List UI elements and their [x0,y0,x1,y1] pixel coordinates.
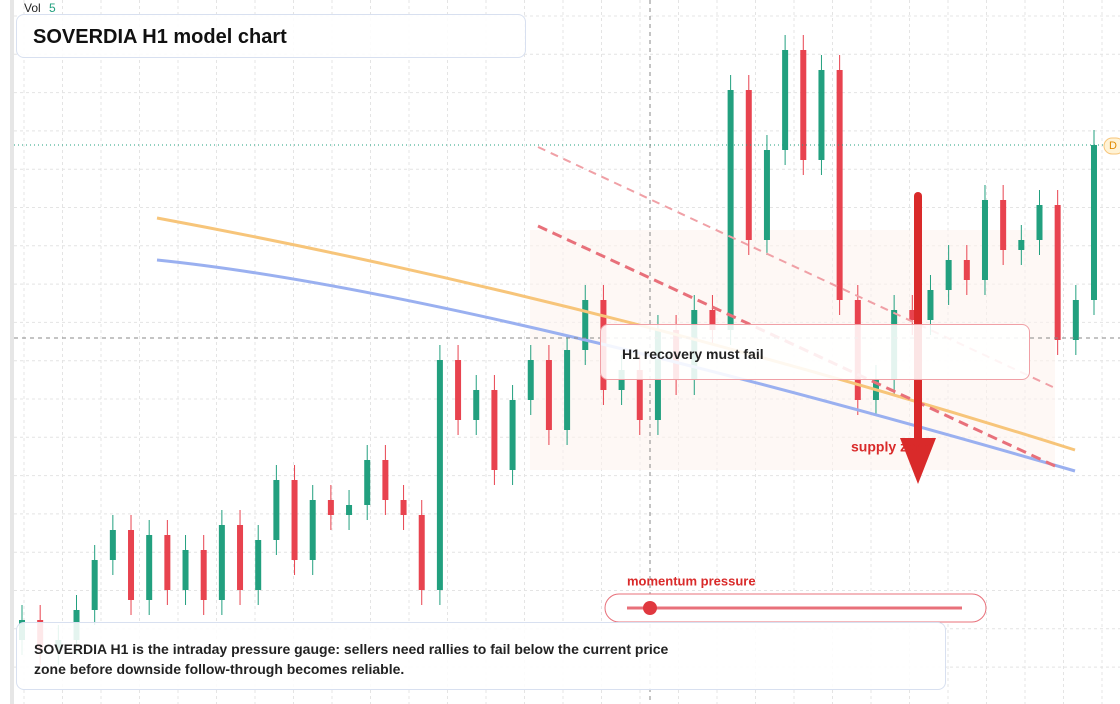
candle-body [636,370,643,420]
trend-line [537,146,1056,389]
candle-body [709,310,716,330]
candle-body [364,460,371,505]
candle-body [945,260,952,290]
orange-average [156,216,1076,452]
title-box: SOVERDIA H1 model chart [16,14,526,58]
candle-body [291,480,298,560]
candle-body [382,460,389,500]
candle-body [981,200,988,280]
candle-body [727,90,734,330]
candle-body [564,350,571,430]
blue-average [156,258,1076,473]
slider-knob[interactable] [643,601,657,615]
candle-body [1018,240,1025,250]
candle-body [509,400,516,470]
candle-body [582,300,589,350]
candle-body [237,525,244,590]
candle-body [146,535,153,600]
candle-body [527,360,534,400]
candle-body [455,360,462,420]
description-box: SOVERDIA H1 is the intraday pressure gau… [16,622,946,690]
annotation: H1 recovery must fail [622,346,764,362]
candle-body [473,390,480,420]
candle-body [836,70,843,300]
arrow-head [900,438,936,484]
candle-body [1000,200,1007,250]
candle-body [346,505,353,515]
candle-body [91,560,98,610]
candle-body [1072,300,1079,340]
price-tag-bg [1103,137,1120,155]
candle-body [800,50,807,160]
candle-body [1054,205,1061,340]
description: SOVERDIA H1 is the intraday pressure gau… [34,641,669,677]
chart-title: SOVERDIA H1 model chart [33,26,287,48]
candle-body [327,500,334,515]
left-edge [10,0,14,704]
slider-label: momentum pressure [627,573,756,588]
candle-body [400,500,407,515]
candle-body [418,515,425,590]
candle-body [909,310,916,320]
annotation-box: H1 recovery must fail [600,324,1030,380]
candle-body [618,370,625,390]
candle-body [436,360,443,590]
candle-body [218,525,225,600]
candle-body [545,360,552,430]
candle-body [745,90,752,240]
candle-body [491,390,498,470]
candle-body [1091,145,1097,300]
candle-body [963,260,970,280]
volume-label: Vol [24,1,41,15]
candle-body [818,70,825,160]
candle-body [182,550,189,590]
volume-value: 5 [49,1,56,15]
candle-body [763,150,770,240]
candle-body [255,540,262,590]
candle-body [109,530,116,560]
candle-body [200,550,207,600]
candle-body [1036,205,1043,240]
candle-body [128,530,135,600]
candle-body [164,535,171,590]
candle-body [782,50,789,150]
candle-body [273,480,280,540]
zone-label: supply zone [851,439,932,455]
candle-body [309,500,316,560]
candle-body [927,290,934,320]
price-tag: D [1109,140,1117,152]
